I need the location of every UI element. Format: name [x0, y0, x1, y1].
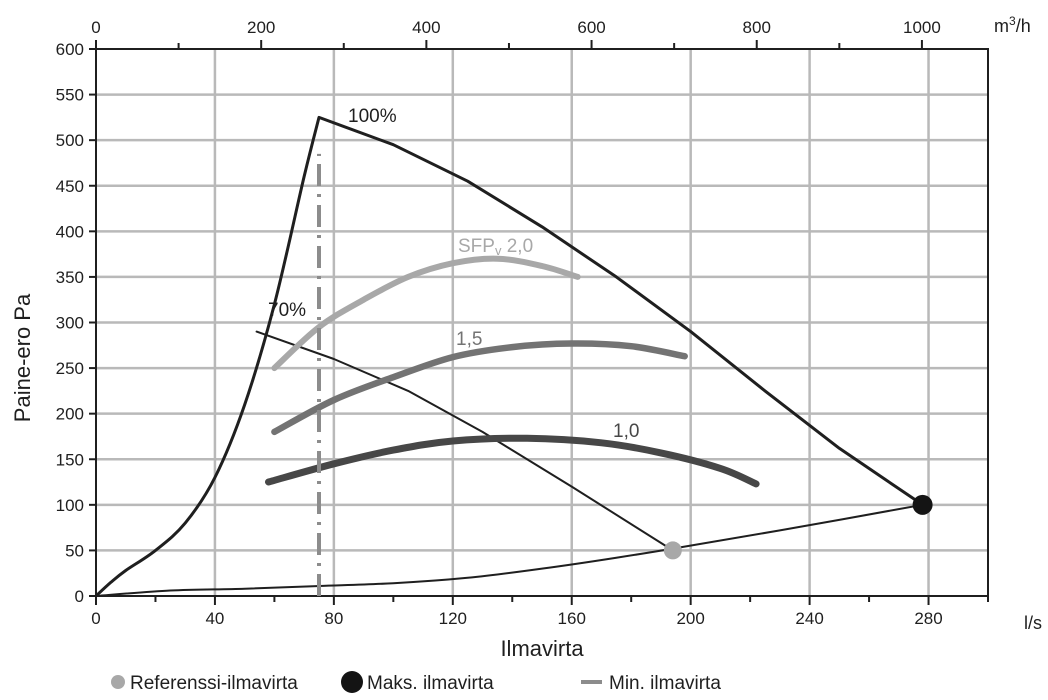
series-sfp-1-0: [265, 434, 760, 488]
label-sfp-1-5: 1,5: [456, 329, 482, 350]
series-fan-100: [94, 115, 925, 598]
y-axis-title: Paine-ero Pa: [10, 293, 35, 422]
x-tick-label: 200: [676, 609, 704, 628]
top-tick-label: 1000: [903, 18, 941, 37]
y-tick-label: 50: [65, 541, 84, 560]
tick-labels: 0 40 80 120 160 200 240 280 0 50 100 150 200 250 300 35…: [56, 18, 943, 628]
sfp-label-subscript: v: [495, 243, 502, 258]
sfp-label-base: SFP: [458, 236, 495, 257]
y-tick-label: 400: [56, 222, 84, 241]
markers: [663, 494, 933, 560]
top-unit-rest: /h: [1016, 16, 1031, 36]
top-unit-superscript: 3: [1009, 14, 1016, 28]
x-tick-label: 120: [439, 609, 467, 628]
legend-marker-reference: [111, 675, 125, 689]
series-sfp-2-0: [271, 255, 581, 372]
y-tick-label: 150: [56, 450, 84, 469]
y-tick-label: 350: [56, 268, 84, 287]
label-sfp-2-0: SFPv 2,0: [458, 236, 533, 258]
label-fan-70: 70%: [268, 300, 306, 321]
top-tick-label: 400: [412, 18, 440, 37]
label-sfp-1-0: 1,0: [613, 421, 639, 442]
plot-frame: [89, 40, 989, 605]
y-tick-label: 300: [56, 314, 84, 333]
y-tick-label: 250: [56, 359, 84, 378]
sfp-label-value: 2,0: [501, 236, 533, 257]
x-tick-label: 160: [558, 609, 586, 628]
annotations: 100% 70% SFPv 2,0 1,5 1,0: [268, 106, 639, 442]
y-tick-label: 200: [56, 405, 84, 424]
max-airflow-point: [912, 494, 933, 515]
legend-label: Referenssi-ilmavirta: [130, 673, 298, 694]
series-fan-70: [255, 330, 674, 552]
y-tick-label: 100: [56, 496, 84, 515]
x-tick-label: 40: [205, 609, 224, 628]
y-tick-label: 450: [56, 177, 84, 196]
top-unit-base: m: [994, 16, 1009, 36]
x-tick-label: 240: [795, 609, 823, 628]
top-axis-unit: m3/h: [994, 14, 1031, 36]
x-tick-label: 0: [91, 609, 100, 628]
x-axis-unit: l/s: [1024, 613, 1042, 633]
top-tick-label: 600: [577, 18, 605, 37]
y-tick-label: 500: [56, 131, 84, 150]
y-tick-label: 0: [75, 587, 84, 606]
top-tick-label: 800: [743, 18, 771, 37]
x-axis-title: Ilmavirta: [500, 636, 584, 661]
top-tick-label: 200: [247, 18, 275, 37]
y-tick-label: 600: [56, 40, 84, 59]
reference-airflow-point: [663, 541, 682, 560]
x-tick-label: 280: [914, 609, 942, 628]
legend: Referenssi-ilmavirta Maks. ilmavirta Min. …: [111, 671, 721, 694]
series-sfp-1-5: [271, 340, 688, 436]
y-tick-label: 550: [56, 86, 84, 105]
x-tick-label: 80: [324, 609, 343, 628]
legend-label: Min. ilmavirta: [609, 673, 721, 694]
label-fan-100: 100%: [348, 106, 397, 127]
series-system: [95, 503, 924, 597]
legend-marker-max: [341, 671, 363, 693]
top-tick-label: 0: [91, 18, 100, 37]
grid: [96, 49, 988, 596]
legend-label: Maks. ilmavirta: [367, 673, 494, 694]
series-lines: [94, 115, 925, 598]
